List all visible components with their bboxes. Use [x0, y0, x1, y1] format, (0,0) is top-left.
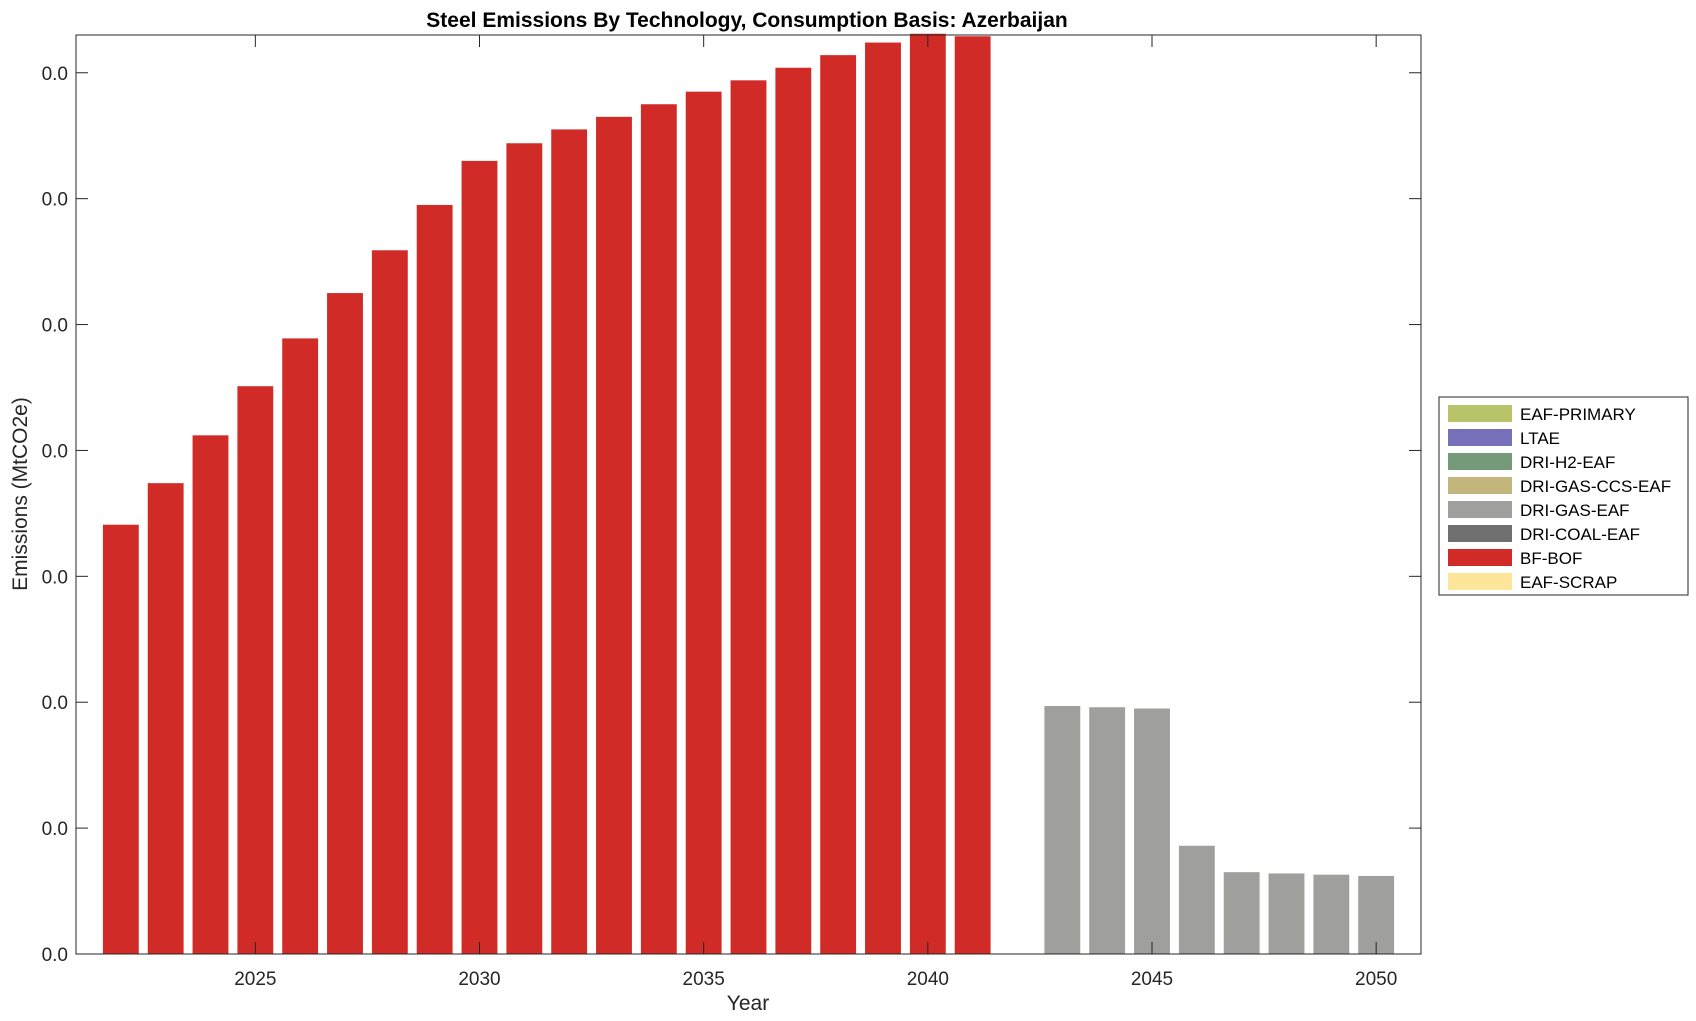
legend-label-dri-coal-eaf: DRI-COAL-EAF — [1520, 525, 1640, 544]
bar-bf-bof-2032 — [551, 129, 588, 955]
bar-bf-bof-2030 — [461, 160, 498, 955]
plot-frame — [75, 34, 1422, 955]
legend-label-ltae: LTAE — [1520, 429, 1560, 448]
bar-bf-bof-2025 — [237, 386, 274, 954]
y-tick-label: 0.0 — [42, 190, 68, 211]
y-tick-label: 0.0 — [42, 945, 68, 966]
bar-bf-bof-2027 — [327, 293, 363, 955]
bar-bf-bof-2039 — [865, 42, 901, 955]
legend-label-dri-h2-eaf: DRI-H2-EAF — [1520, 453, 1615, 472]
x-tick-label: 2035 — [683, 969, 725, 990]
bar-dri-gas-eaf-2048 — [1268, 873, 1305, 954]
bar-dri-gas-eaf-2046 — [1178, 845, 1215, 954]
bar-dri-gas-eaf-2045 — [1134, 708, 1170, 954]
legend-swatch-bf-bof — [1448, 549, 1512, 566]
legend-label-eaf-scrap: EAF-SCRAP — [1520, 573, 1617, 592]
bar-dri-gas-eaf-2047 — [1223, 872, 1260, 954]
bar-bf-bof-2026 — [282, 338, 319, 955]
y-tick-label: 0.0 — [42, 693, 68, 714]
y-tick-label: 0.0 — [42, 64, 68, 85]
legend-label-dri-gas-ccs-eaf: DRI-GAS-CCS-EAF — [1520, 477, 1671, 496]
bar-bf-bof-2029 — [416, 204, 453, 955]
legend-swatch-dri-gas-ccs-eaf — [1448, 477, 1512, 494]
bar-bf-bof-2024 — [192, 435, 229, 954]
legend: EAF-PRIMARY LTAE DRI-H2-EAF DRI-GAS-CCS-EAF… — [1438, 396, 1689, 596]
x-tick-label: 2025 — [234, 969, 276, 990]
legend-swatch-eaf-primary — [1448, 405, 1512, 422]
legend-label-dri-gas-eaf: DRI-GAS-EAF — [1520, 501, 1630, 520]
x-tick-label: 2045 — [1131, 969, 1173, 990]
legend-swatch-ltae — [1448, 429, 1512, 446]
bar-dri-gas-eaf-2050 — [1358, 875, 1395, 954]
legend-swatch-dri-h2-eaf — [1448, 453, 1512, 470]
bar-bf-bof-2036 — [730, 80, 767, 954]
bar-bf-bof-2023 — [147, 483, 184, 954]
legend-label-bf-bof: BF-BOF — [1520, 549, 1582, 568]
bar-bf-bof-2038 — [820, 55, 857, 955]
legend-swatch-eaf-scrap — [1448, 573, 1512, 590]
bar-dri-gas-eaf-2043 — [1044, 705, 1081, 954]
y-tick-label: 0.0 — [42, 819, 68, 840]
x-axis: 2025 2030 2035 2040 2045 2050 — [234, 35, 1397, 990]
y-tick-label: 0.0 — [42, 567, 68, 588]
bar-bf-bof-2035 — [685, 91, 722, 954]
legend-swatch-dri-coal-eaf — [1448, 525, 1512, 542]
x-tick-label: 2050 — [1355, 969, 1397, 990]
bar-bf-bof-2022 — [102, 524, 139, 954]
y-tick-label: 0.0 — [42, 316, 68, 337]
x-axis-label: Year — [727, 992, 769, 1015]
y-tick-label: 0.0 — [42, 441, 68, 462]
bar-bf-bof-2041 — [954, 36, 991, 954]
bars-group — [102, 33, 1395, 955]
bar-bf-bof-2033 — [596, 116, 632, 955]
y-axis: 0.0 0.0 0.0 0.0 0.0 0.0 0.0 0.0 — [42, 64, 1421, 966]
bar-bf-bof-2028 — [371, 250, 408, 955]
y-axis-label: Emissions (MtCO2e) — [9, 397, 32, 591]
chart-title: Steel Emissions By Technology, Consumpti… — [426, 9, 1067, 32]
bar-bf-bof-2031 — [506, 143, 543, 954]
x-tick-label: 2040 — [907, 969, 949, 990]
bar-bf-bof-2034 — [640, 104, 677, 954]
legend-label-eaf-primary: EAF-PRIMARY — [1520, 405, 1636, 424]
bar-bf-bof-2040 — [909, 33, 946, 955]
x-tick-label: 2030 — [458, 969, 500, 990]
bar-dri-gas-eaf-2044 — [1089, 707, 1126, 954]
bar-bf-bof-2037 — [775, 67, 812, 954]
bar-dri-gas-eaf-2049 — [1313, 874, 1350, 954]
legend-swatch-dri-gas-eaf — [1448, 501, 1512, 518]
